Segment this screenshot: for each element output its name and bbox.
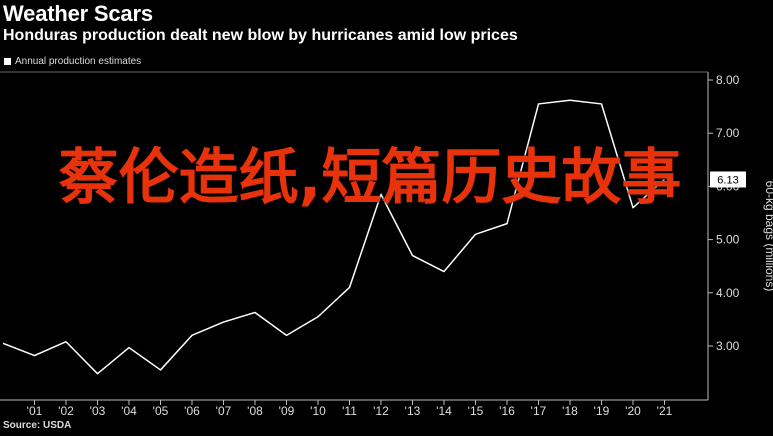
x-tick-label: '02 (58, 404, 74, 418)
y-tick-label: 8.00 (716, 73, 740, 87)
legend-label: Annual production estimates (15, 56, 142, 67)
x-tick-label: '08 (247, 404, 263, 418)
y-axis-label: 60-kg bags (millions) (763, 181, 773, 292)
y-tick-label: 3.00 (716, 339, 740, 353)
source-note: Source: USDA (3, 420, 72, 431)
x-tick-label: '17 (531, 404, 547, 418)
chart-subtitle: Honduras production dealt new blow by hu… (3, 27, 518, 44)
x-tick-label: '21 (657, 404, 673, 418)
x-tick-label: '12 (373, 404, 389, 418)
x-tick-label: '11 (342, 404, 357, 418)
series-line (2, 99, 666, 375)
legend: Annual production estimates (4, 56, 141, 67)
x-tick-label: '07 (216, 404, 232, 418)
y-tick-label: 4.00 (716, 286, 740, 300)
x-tick-label: '10 (310, 404, 326, 418)
x-tick-label: '14 (436, 404, 452, 418)
y-tick-label: 7.00 (716, 126, 740, 140)
x-tick-label: '16 (499, 404, 515, 418)
x-tick-label: '19 (594, 404, 610, 418)
x-tick-label: '20 (625, 404, 641, 418)
x-tick-label: '04 (121, 404, 137, 418)
x-tick-label: '03 (90, 404, 106, 418)
y-tick-label: 5.00 (716, 233, 740, 247)
x-tick-label: '13 (405, 404, 421, 418)
x-tick-label: '06 (184, 404, 200, 418)
x-tick-label: '18 (562, 404, 578, 418)
legend-swatch (4, 58, 11, 65)
last-value-box (710, 171, 746, 188)
x-tick-label: '09 (279, 404, 295, 418)
x-tick-label: '15 (468, 404, 484, 418)
chart-title: Weather Scars (3, 1, 153, 26)
x-tick-label: '01 (27, 404, 43, 418)
last-value-label: 6.13 (717, 174, 738, 186)
x-tick-label: '05 (153, 404, 169, 418)
